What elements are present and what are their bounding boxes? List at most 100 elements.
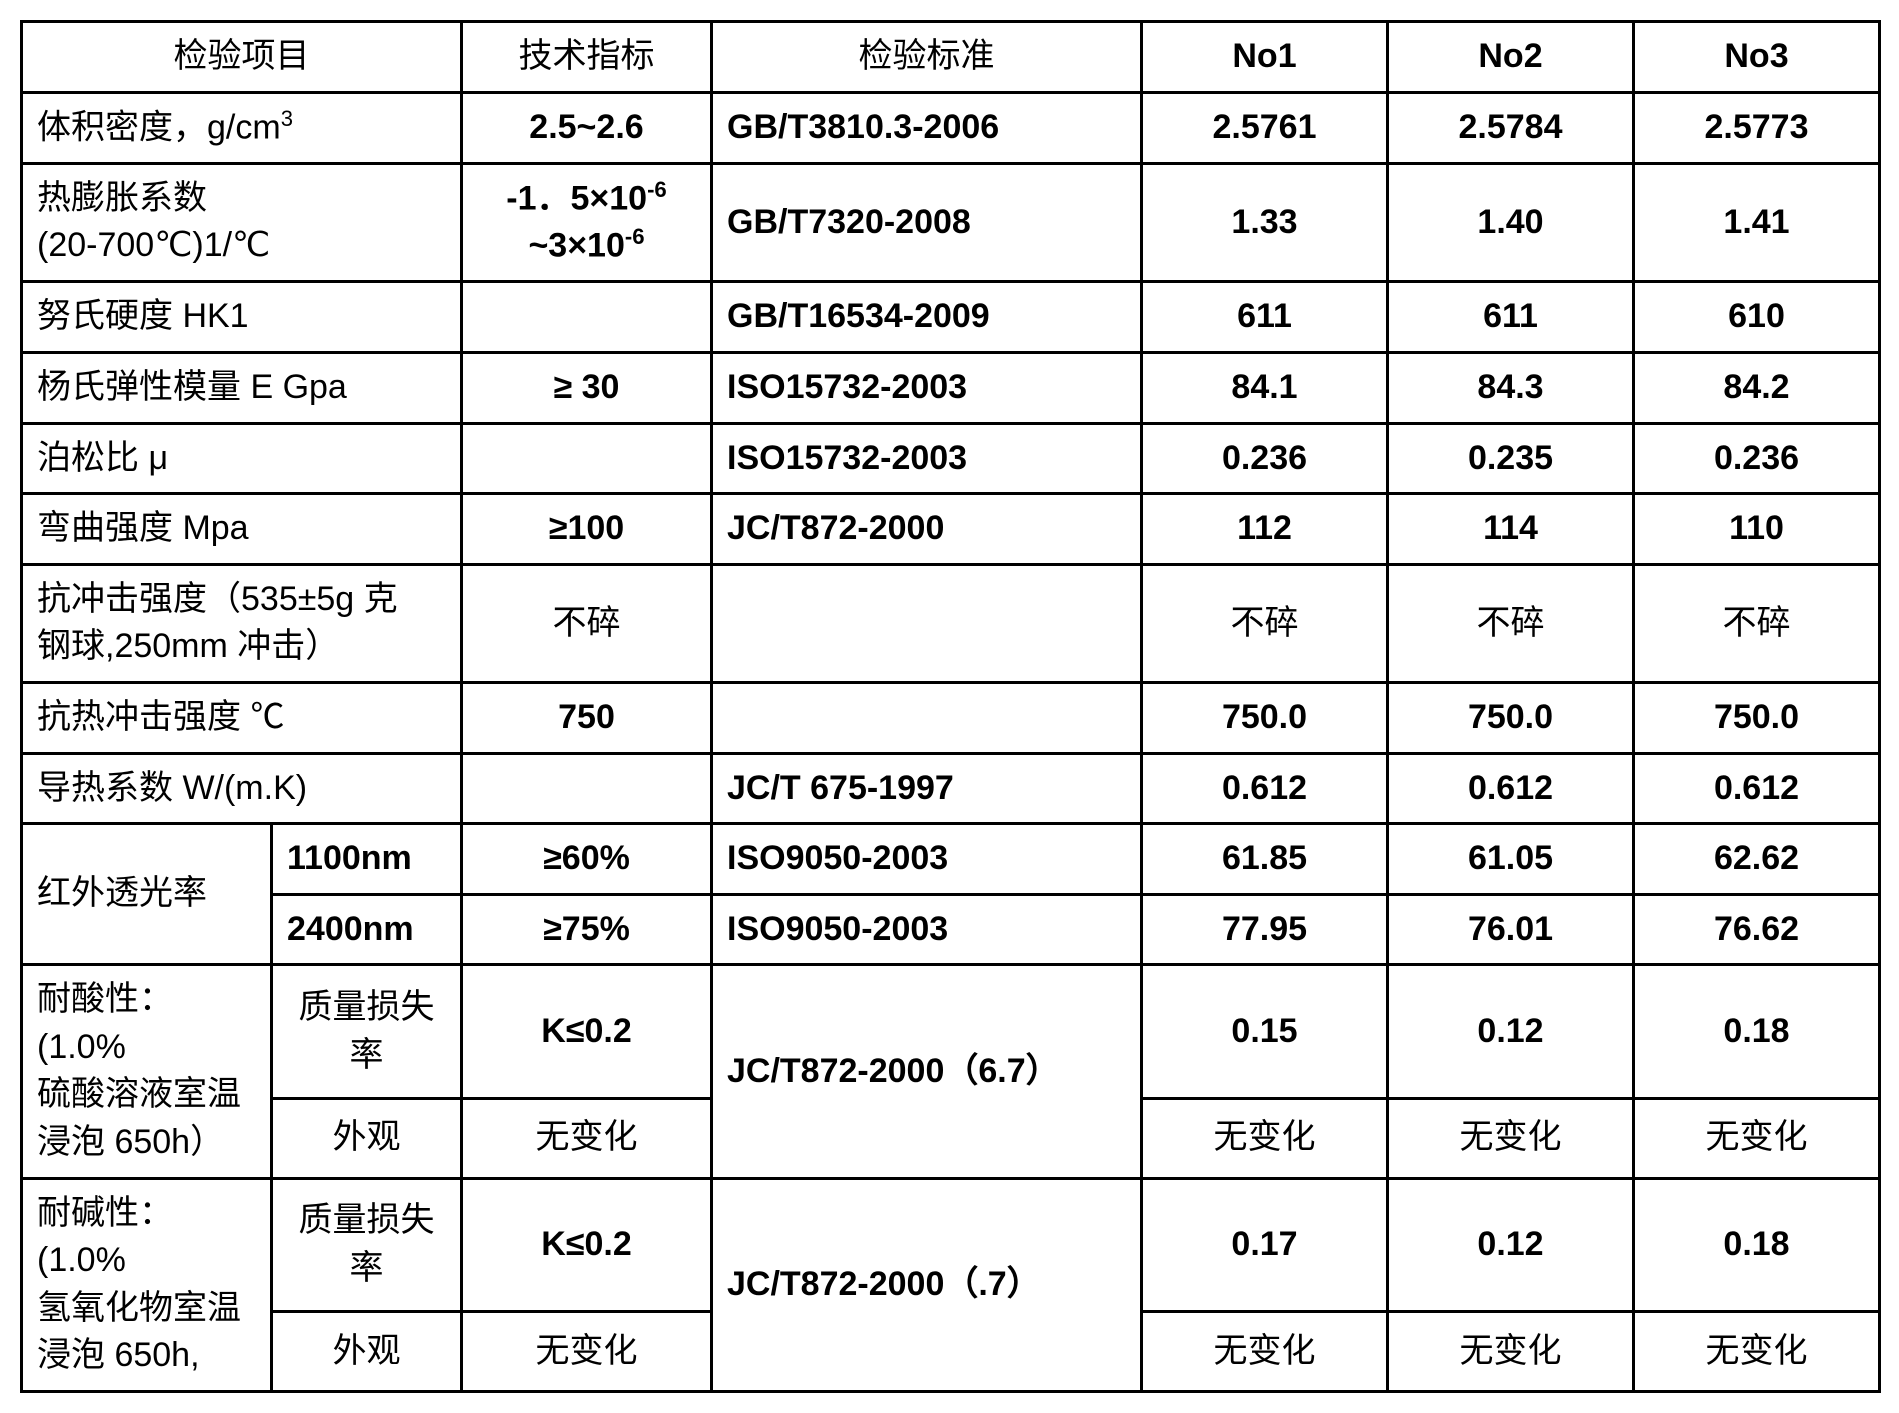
cell-item: 弯曲强度 Mpa	[22, 494, 462, 565]
cell-no2: 76.01	[1388, 894, 1634, 965]
cell-tech: 不碎	[462, 564, 712, 682]
cell-std: GB/T16534-2009	[712, 282, 1142, 353]
col-header-tech: 技术指标	[462, 22, 712, 93]
cell-std: GB/T3810.3-2006	[712, 92, 1142, 163]
cell-no3: 76.62	[1634, 894, 1880, 965]
cell-no2: 0.235	[1388, 423, 1634, 494]
col-header-item: 检验项目	[22, 22, 462, 93]
cell-tech: K≤0.2	[462, 1178, 712, 1312]
cell-sub: 1100nm	[272, 824, 462, 895]
cell-item-group: 耐酸性：(1.0%硫酸溶液室温浸泡 650h）	[22, 965, 272, 1178]
cell-tech: ≥ 30	[462, 352, 712, 423]
cell-no1: 无变化	[1142, 1312, 1388, 1392]
cell-tech: 2.5~2.6	[462, 92, 712, 163]
cell-tech: ≥60%	[462, 824, 712, 895]
cell-sub: 2400nm	[272, 894, 462, 965]
cell-no3: 62.62	[1634, 824, 1880, 895]
cell-item: 导热系数 W/(m.K)	[22, 753, 462, 824]
cell-no3: 无变化	[1634, 1312, 1880, 1392]
cell-tech: 750	[462, 682, 712, 753]
cell-std: ISO15732-2003	[712, 352, 1142, 423]
cell-no3: 不碎	[1634, 564, 1880, 682]
cell-no2: 611	[1388, 282, 1634, 353]
table-row: 耐酸性：(1.0%硫酸溶液室温浸泡 650h） 质量损失率 K≤0.2 JC/T…	[22, 965, 1880, 1099]
cell-no2: 0.612	[1388, 753, 1634, 824]
cell-tech: ≥75%	[462, 894, 712, 965]
cell-no1: 0.612	[1142, 753, 1388, 824]
cell-no2: 750.0	[1388, 682, 1634, 753]
table-row: 体积密度，g/cm3 2.5~2.6 GB/T3810.3-2006 2.576…	[22, 92, 1880, 163]
cell-no3: 610	[1634, 282, 1880, 353]
cell-no3: 0.612	[1634, 753, 1880, 824]
cell-item-group: 红外透光率	[22, 824, 272, 965]
cell-no1: 611	[1142, 282, 1388, 353]
table-row: 红外透光率 1100nm ≥60% ISO9050-2003 61.85 61.…	[22, 824, 1880, 895]
cell-no3: 110	[1634, 494, 1880, 565]
table-row: 抗冲击强度（535±5g 克钢球,250mm 冲击） 不碎 不碎 不碎 不碎	[22, 564, 1880, 682]
table-row: 2400nm ≥75% ISO9050-2003 77.95 76.01 76.…	[22, 894, 1880, 965]
table-row: 耐碱性：(1.0%氢氧化物室温浸泡 650h, 质量损失率 K≤0.2 JC/T…	[22, 1178, 1880, 1312]
cell-no1: 61.85	[1142, 824, 1388, 895]
cell-item: 体积密度，g/cm3	[22, 92, 462, 163]
cell-item: 抗热冲击强度 ℃	[22, 682, 462, 753]
col-header-no3: No3	[1634, 22, 1880, 93]
table-row: 导热系数 W/(m.K) JC/T 675-1997 0.612 0.612 0…	[22, 753, 1880, 824]
cell-item: 杨氏弹性模量 E Gpa	[22, 352, 462, 423]
cell-sub: 质量损失率	[272, 1178, 462, 1312]
cell-no1: 0.17	[1142, 1178, 1388, 1312]
cell-no2: 无变化	[1388, 1098, 1634, 1178]
cell-no2: 0.12	[1388, 1178, 1634, 1312]
cell-no2: 0.12	[1388, 965, 1634, 1099]
cell-no3: 84.2	[1634, 352, 1880, 423]
cell-std: JC/T872-2000（.7）	[712, 1178, 1142, 1391]
table-row: 杨氏弹性模量 E Gpa ≥ 30 ISO15732-2003 84.1 84.…	[22, 352, 1880, 423]
cell-tech: K≤0.2	[462, 965, 712, 1099]
cell-no1: 2.5761	[1142, 92, 1388, 163]
table-row: 努氏硬度 HK1 GB/T16534-2009 611 611 610	[22, 282, 1880, 353]
cell-std: JC/T 675-1997	[712, 753, 1142, 824]
cell-no1: 无变化	[1142, 1098, 1388, 1178]
cell-std: JC/T872-2000（6.7）	[712, 965, 1142, 1178]
cell-tech	[462, 423, 712, 494]
col-header-no2: No2	[1388, 22, 1634, 93]
cell-std: ISO15732-2003	[712, 423, 1142, 494]
cell-no3: 无变化	[1634, 1098, 1880, 1178]
spec-table: 检验项目 技术指标 检验标准 No1 No2 No3 体积密度，g/cm3 2.…	[20, 20, 1881, 1393]
cell-no1: 不碎	[1142, 564, 1388, 682]
cell-tech: 无变化	[462, 1312, 712, 1392]
cell-tech	[462, 753, 712, 824]
table-row: 热膨胀系数(20-700℃)1/℃ -1．5×10-6~3×10-6 GB/T7…	[22, 163, 1880, 282]
cell-item: 热膨胀系数(20-700℃)1/℃	[22, 163, 462, 282]
cell-std: ISO9050-2003	[712, 824, 1142, 895]
cell-no2: 61.05	[1388, 824, 1634, 895]
table-header-row: 检验项目 技术指标 检验标准 No1 No2 No3	[22, 22, 1880, 93]
cell-sub: 外观	[272, 1312, 462, 1392]
cell-std: ISO9050-2003	[712, 894, 1142, 965]
cell-no3: 1.41	[1634, 163, 1880, 282]
table-row: 泊松比 μ ISO15732-2003 0.236 0.235 0.236	[22, 423, 1880, 494]
cell-no3: 0.18	[1634, 965, 1880, 1099]
cell-no1: 750.0	[1142, 682, 1388, 753]
cell-sub: 外观	[272, 1098, 462, 1178]
table-row: 抗热冲击强度 ℃ 750 750.0 750.0 750.0	[22, 682, 1880, 753]
cell-no3: 750.0	[1634, 682, 1880, 753]
cell-tech: -1．5×10-6~3×10-6	[462, 163, 712, 282]
cell-no1: 77.95	[1142, 894, 1388, 965]
cell-no2: 不碎	[1388, 564, 1634, 682]
cell-item: 泊松比 μ	[22, 423, 462, 494]
cell-std	[712, 682, 1142, 753]
cell-no2: 2.5784	[1388, 92, 1634, 163]
col-header-std: 检验标准	[712, 22, 1142, 93]
cell-no2: 114	[1388, 494, 1634, 565]
table-row: 弯曲强度 Mpa ≥100 JC/T872-2000 112 114 110	[22, 494, 1880, 565]
cell-no2: 84.3	[1388, 352, 1634, 423]
cell-tech: ≥100	[462, 494, 712, 565]
cell-no3: 2.5773	[1634, 92, 1880, 163]
cell-std: JC/T872-2000	[712, 494, 1142, 565]
cell-no1: 0.236	[1142, 423, 1388, 494]
cell-no2: 无变化	[1388, 1312, 1634, 1392]
cell-no3: 0.18	[1634, 1178, 1880, 1312]
cell-no1: 84.1	[1142, 352, 1388, 423]
cell-tech: 无变化	[462, 1098, 712, 1178]
cell-no1: 1.33	[1142, 163, 1388, 282]
